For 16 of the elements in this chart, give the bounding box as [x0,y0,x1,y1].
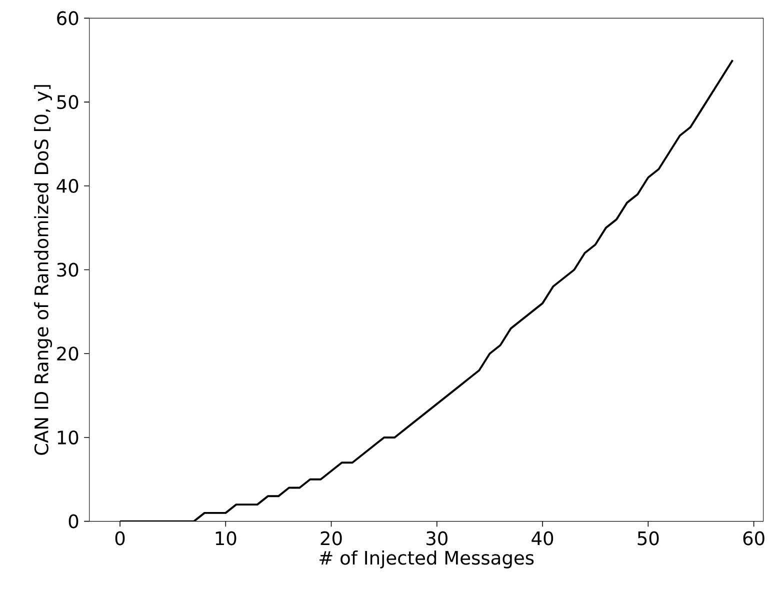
x-tick-label: 20 [320,531,342,546]
y-tick-label: 40 [56,179,78,194]
x-tick-label: 10 [216,531,236,546]
y-tick-label: 50 [57,95,78,110]
y-tick-label: 0 [68,514,78,528]
x-tick-label: 40 [532,531,554,546]
x-tick-label: 50 [638,531,659,546]
y-tick-label: 30 [57,262,78,277]
y-tick-label: 20 [57,346,78,361]
x-tick-label: 60 [743,531,764,546]
y-tick-label: 60 [57,11,78,26]
x-tick-label: 30 [426,531,448,546]
x-tick-label: 0 [115,531,125,546]
y-axis-title: CAN ID Range of Randomized DoS [0, y] [34,85,52,456]
y-tick-label: 10 [58,430,78,445]
x-axis-title: # of Injected Messages [320,550,534,568]
